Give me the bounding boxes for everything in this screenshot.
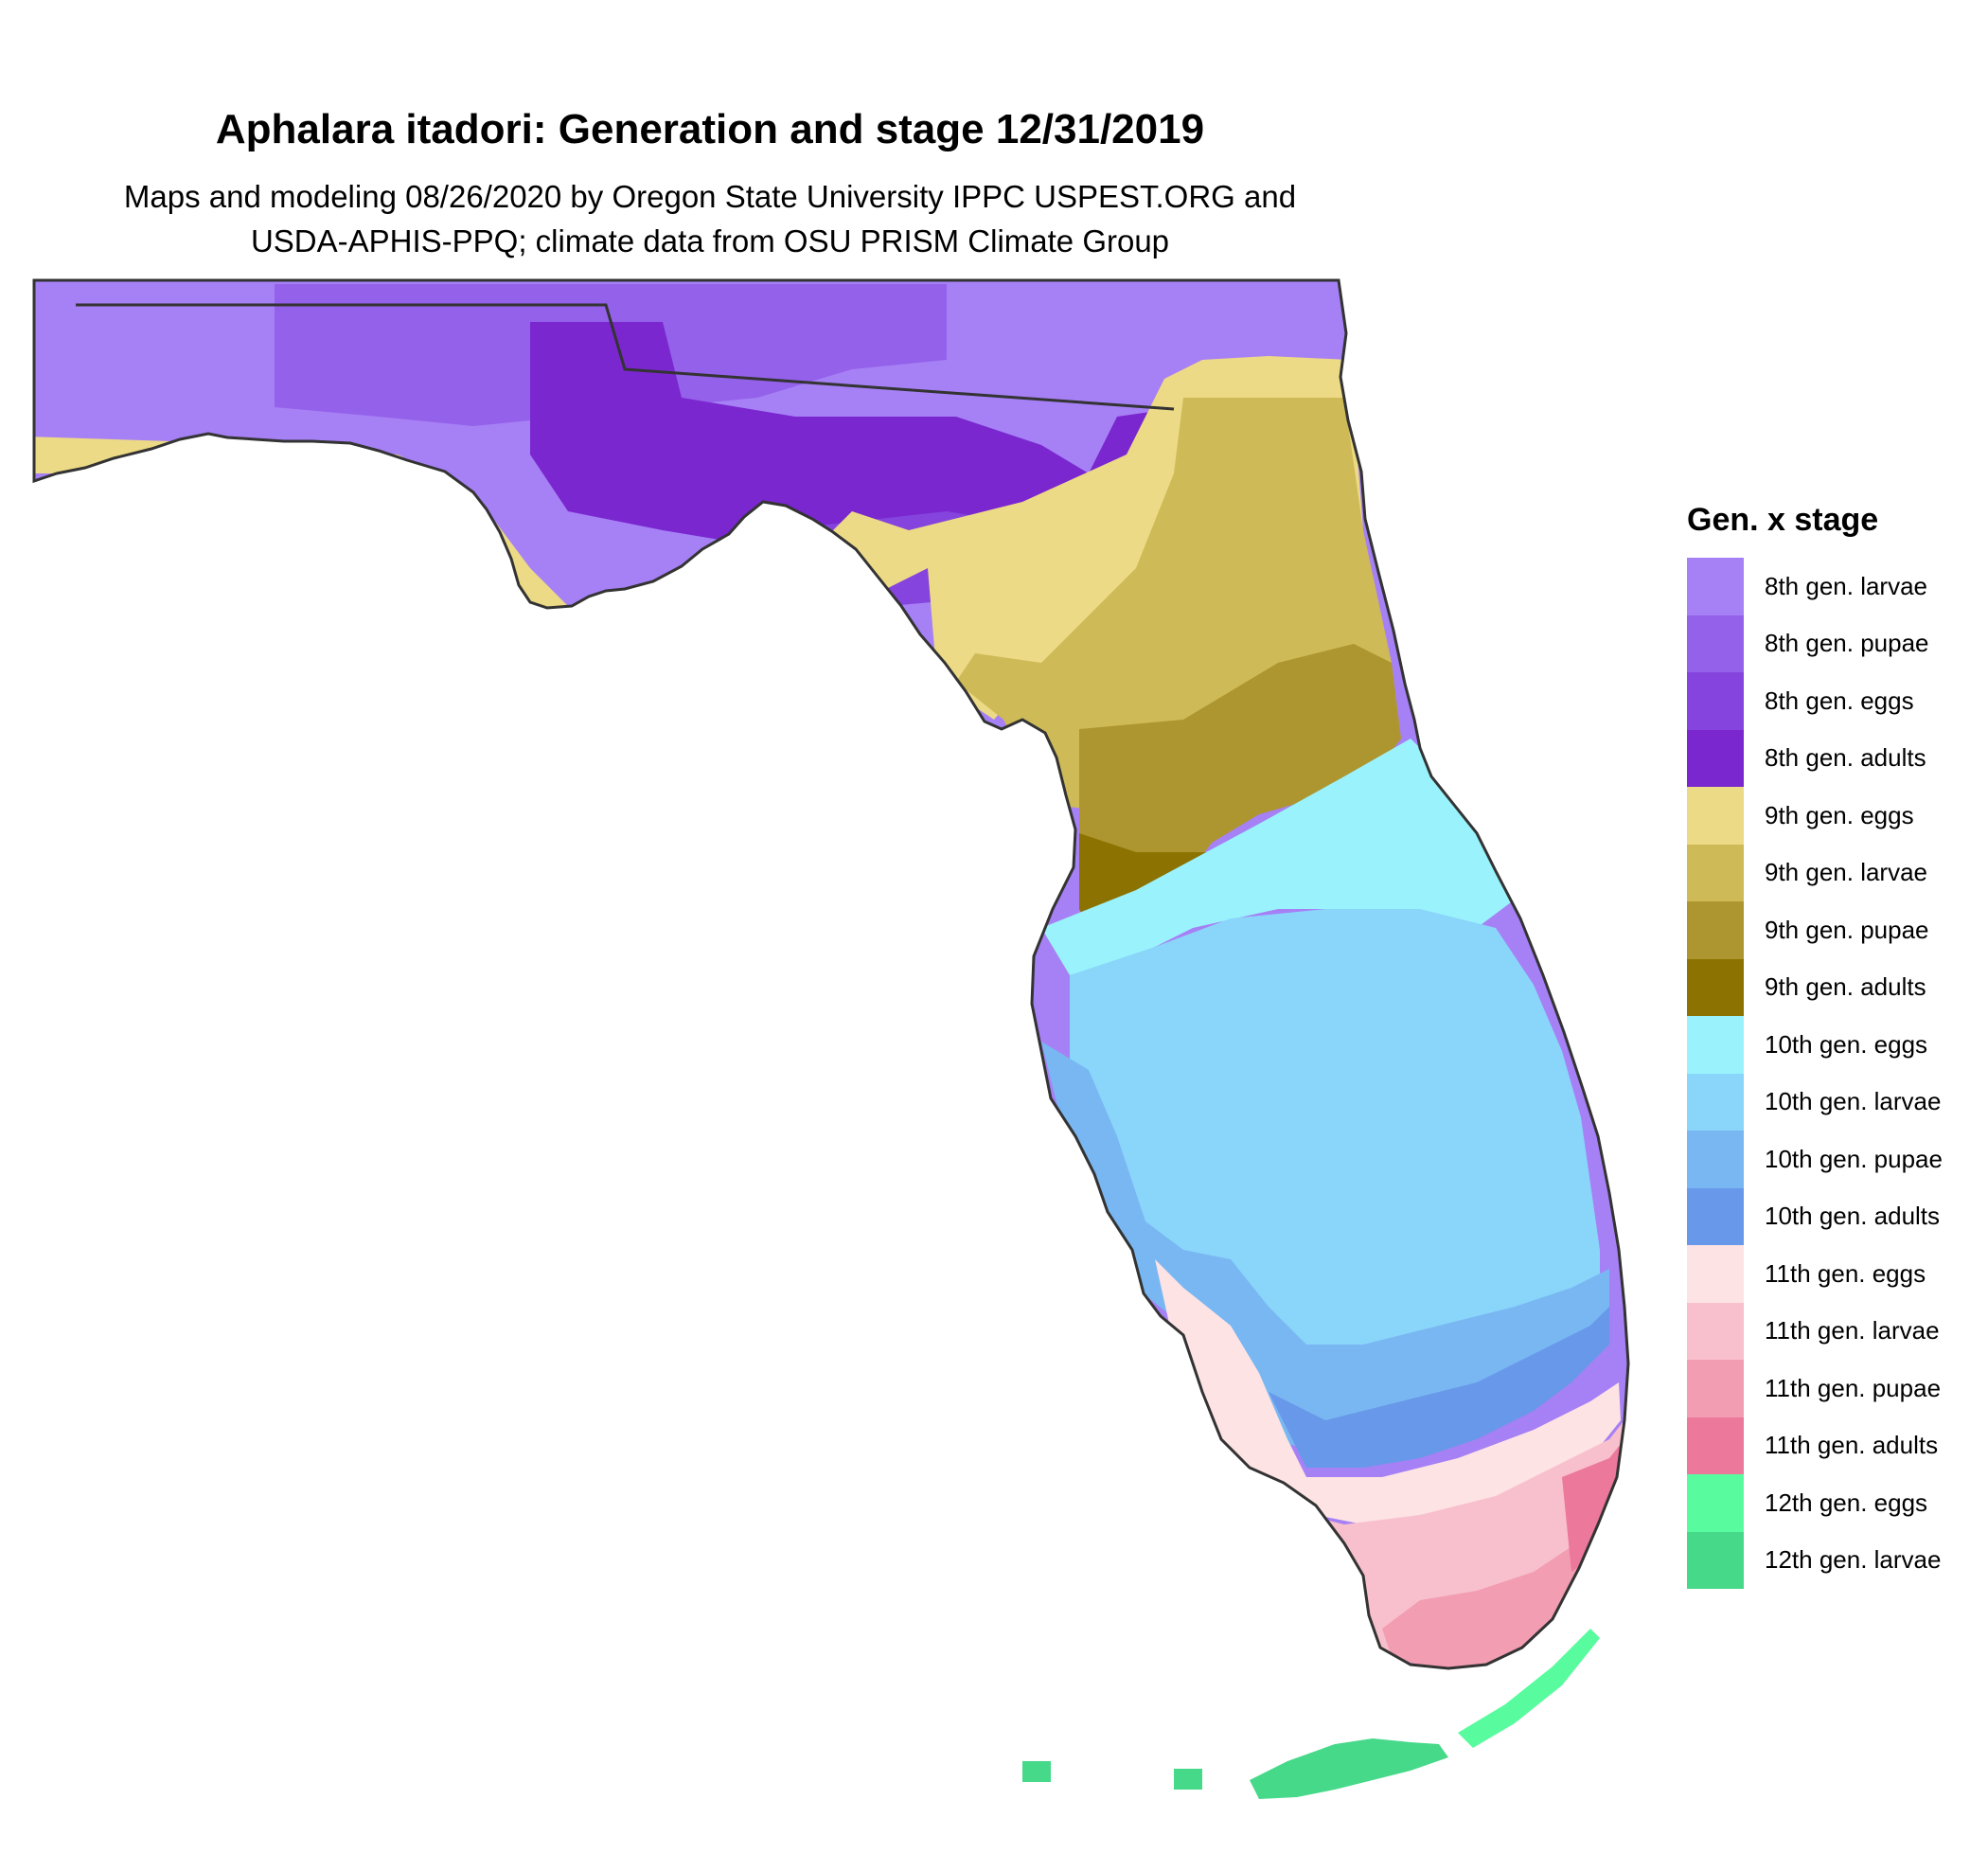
legend-swatch: [1687, 672, 1744, 730]
map-title: Aphalara itadori: Generation and stage 1…: [215, 106, 1205, 152]
legend-swatch: [1687, 958, 1744, 1016]
zone-10th-gen-pupae: [1041, 1042, 1609, 1449]
zone-11th-gen-pupae: [1382, 1515, 1609, 1668]
legend-label: 10th gen. eggs: [1765, 1029, 1928, 1059]
legend-label: 11th gen. pupae: [1765, 1373, 1942, 1402]
legend-item: 9th gen. pupae: [1687, 901, 1943, 959]
zone-9th-gen-eggs: [34, 356, 1382, 720]
legend-item: 8th gen. eggs: [1687, 672, 1943, 730]
legend-item: 8th gen. larvae: [1687, 558, 1943, 615]
legend-label: 10th gen. adults: [1765, 1202, 1941, 1231]
legend-item: 11th gen. pupae: [1687, 1360, 1943, 1417]
legend-item: 8th gen. pupae: [1687, 615, 1943, 672]
legend-item: 8th gen. adults: [1687, 729, 1943, 787]
legend-item: 9th gen. larvae: [1687, 844, 1943, 901]
legend-label: 8th gen. pupae: [1765, 629, 1929, 658]
subtitle-line-1: Maps and modeling 08/26/2020 by Oregon S…: [123, 179, 1297, 214]
legend-item: 12th gen. eggs: [1687, 1474, 1943, 1532]
legend-label: 10th gen. larvae: [1765, 1087, 1942, 1116]
legend-label: 9th gen. eggs: [1765, 800, 1914, 829]
florida-keys: [1022, 1629, 1600, 1799]
legend: Gen. x stage 8th gen. larvae 8th gen. pup…: [1687, 502, 1943, 1589]
legend-swatch: [1687, 1245, 1744, 1303]
legend-label: 12th gen. eggs: [1765, 1488, 1928, 1517]
zone-10th-gen-adults: [1269, 1307, 1609, 1468]
legend-item: 10th gen. adults: [1687, 1187, 1943, 1245]
legend-label: 8th gen. larvae: [1765, 571, 1928, 600]
legend-item: 11th gen. adults: [1687, 1417, 1943, 1474]
legend-swatch: [1687, 1073, 1744, 1131]
map-subtitle: Maps and modeling 08/26/2020 by Oregon S…: [0, 174, 1420, 263]
legend-swatch: [1687, 729, 1744, 787]
keys-12th-gen-eggs: [1458, 1629, 1600, 1748]
state-boundary-line: [76, 303, 1175, 411]
legend-label: 11th gen. adults: [1765, 1431, 1939, 1460]
legend-swatch: [1687, 1016, 1744, 1074]
legend-swatch: [1687, 1187, 1744, 1245]
zone-11th-gen-eggs: [1155, 1259, 1621, 1524]
legend-swatch: [1687, 1474, 1744, 1532]
legend-swatch: [1687, 1531, 1744, 1589]
zone-9th-gen-pupae: [1079, 644, 1401, 909]
legend-label: 11th gen. larvae: [1765, 1316, 1940, 1345]
legend-item: 9th gen. eggs: [1687, 787, 1943, 845]
legend-swatch: [1687, 1302, 1744, 1360]
zone-10th-gen-eggs: [1041, 739, 1515, 975]
legend-item: 10th gen. pupae: [1687, 1131, 1943, 1188]
legend-label: 11th gen. eggs: [1765, 1258, 1926, 1288]
legend-label: 8th gen. eggs: [1765, 686, 1914, 715]
legend-item: 9th gen. adults: [1687, 958, 1943, 1016]
legend-swatch: [1687, 1131, 1744, 1188]
subtitle-line-2: USDA-APHIS-PPQ; climate data from OSU PR…: [250, 223, 1170, 258]
keys-marquesas: [1174, 1769, 1202, 1790]
legend-swatch: [1687, 558, 1744, 615]
boundaries: [32, 278, 1630, 1670]
legend-swatch: [1687, 787, 1744, 845]
legend-label: 12th gen. larvae: [1765, 1545, 1942, 1575]
legend-item: 10th gen. eggs: [1687, 1016, 1943, 1074]
legend-item: 11th gen. eggs: [1687, 1245, 1943, 1303]
legend-label: 8th gen. adults: [1765, 743, 1926, 773]
legend-item: 11th gen. larvae: [1687, 1302, 1943, 1360]
legend-label: 9th gen. larvae: [1765, 858, 1928, 887]
keys-dry-tortugas: [1022, 1761, 1051, 1782]
legend-label: 9th gen. pupae: [1765, 915, 1929, 944]
keys-12th-gen-larvae: [1250, 1738, 1448, 1799]
legend-label: 9th gen. adults: [1765, 972, 1926, 1002]
legend-item: 12th gen. larvae: [1687, 1531, 1943, 1589]
legend-swatch: [1687, 615, 1744, 672]
legend-swatch: [1687, 844, 1744, 901]
zone-10th-gen-larvae: [1070, 909, 1600, 1354]
legend-swatch: [1687, 1417, 1744, 1474]
legend-title: Gen. x stage: [1687, 502, 1879, 538]
legend-swatch: [1687, 901, 1744, 959]
legend-label: 10th gen. pupae: [1765, 1144, 1943, 1173]
legend-item: 10th gen. larvae: [1687, 1073, 1943, 1131]
legend-swatch: [1687, 1360, 1744, 1417]
legend-items: 8th gen. larvae 8th gen. pupae 8th gen. eg…: [1687, 558, 1943, 1589]
